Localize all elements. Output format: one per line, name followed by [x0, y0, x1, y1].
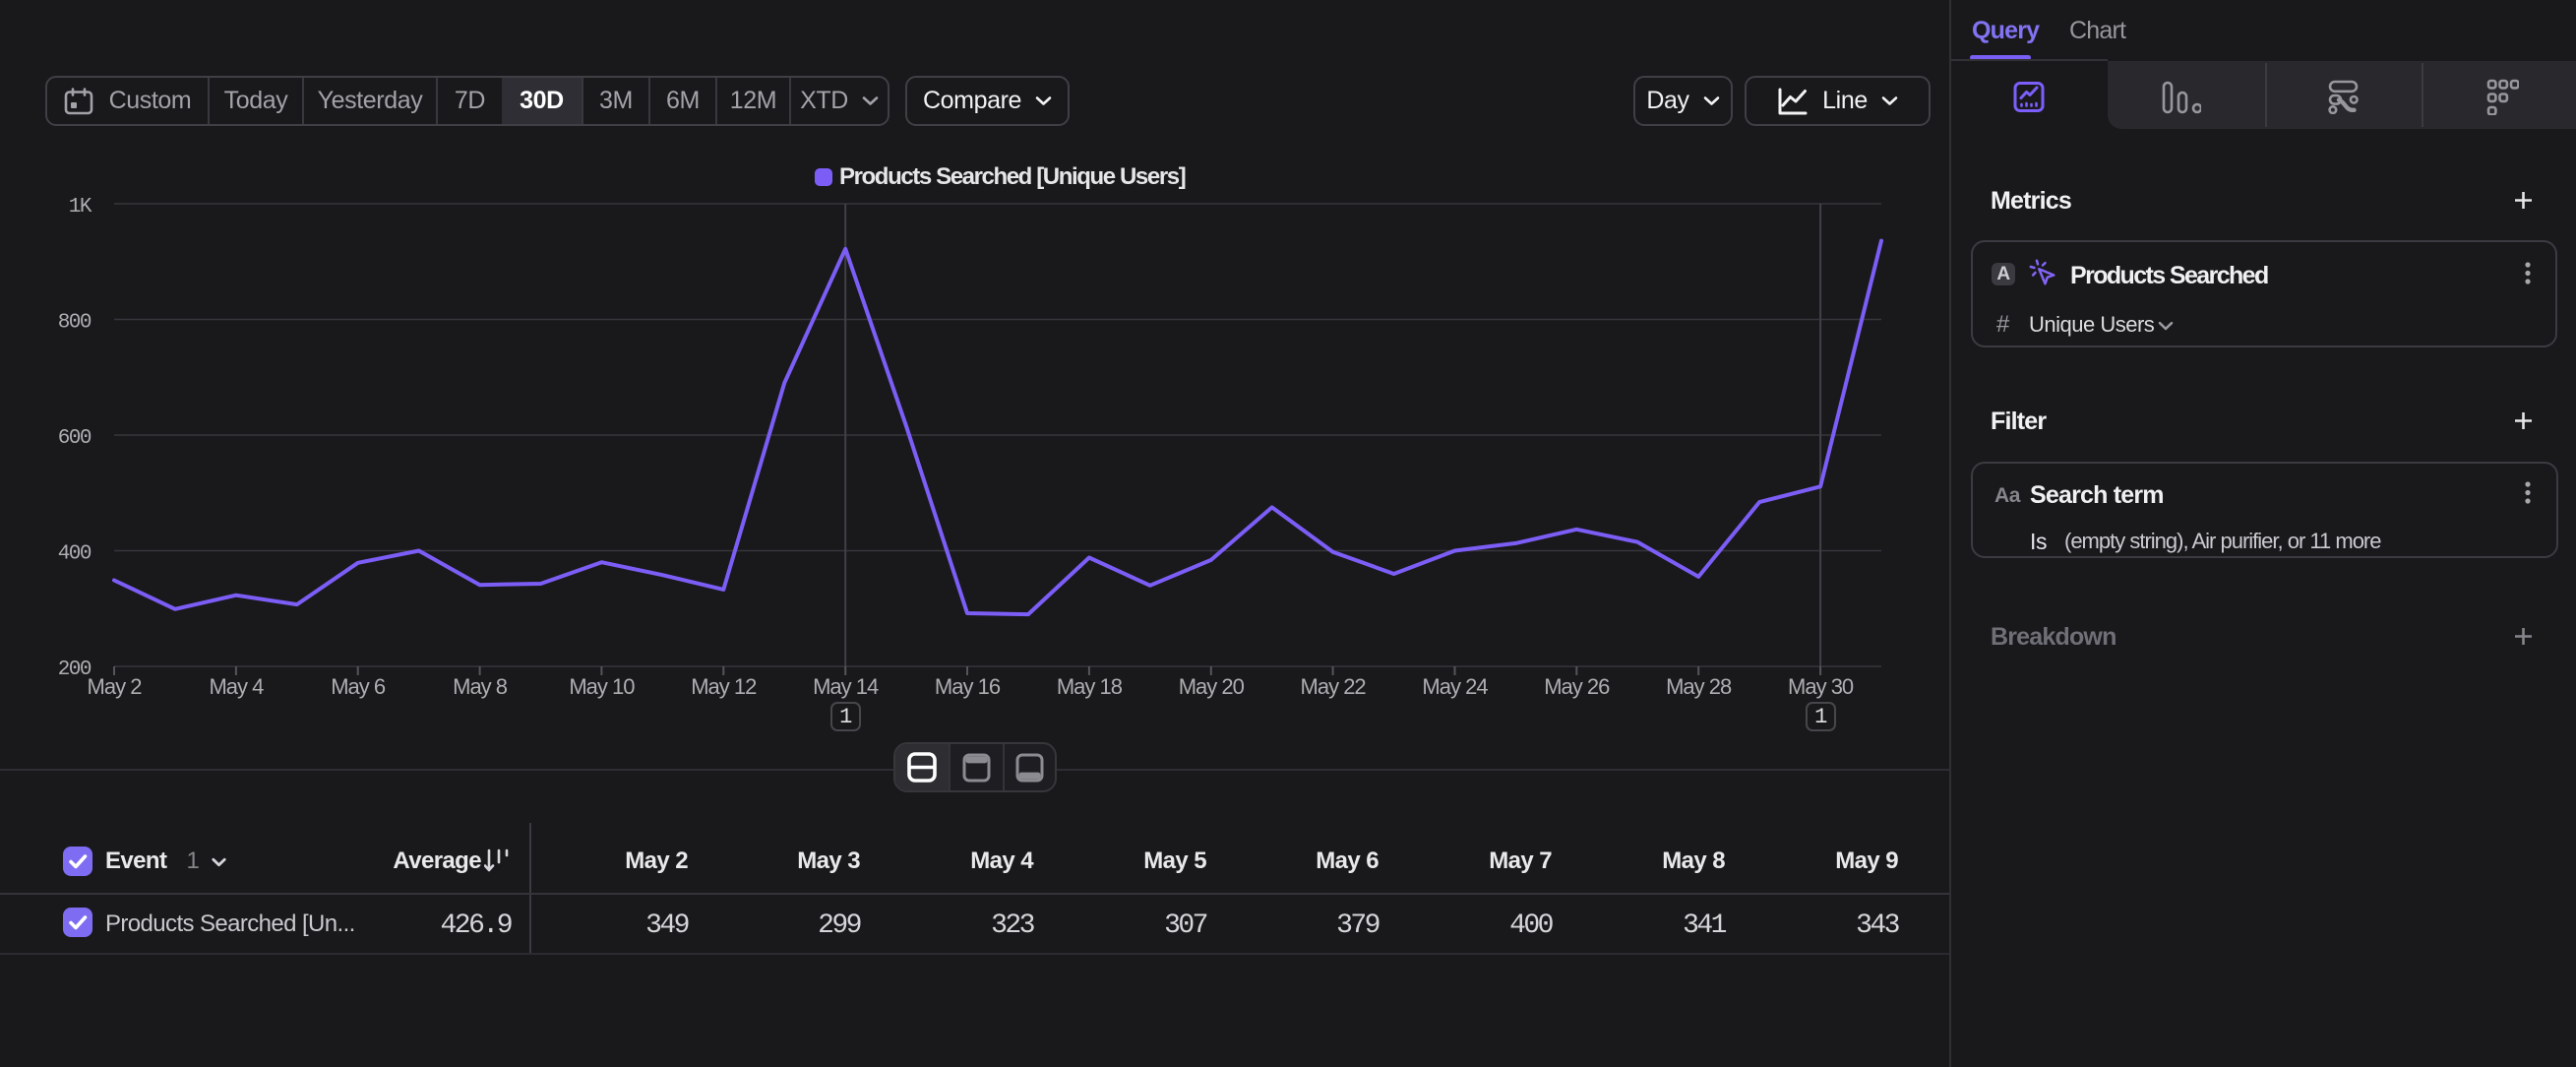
svg-text:May 2: May 2 — [88, 674, 143, 699]
svg-text:1K: 1K — [69, 196, 92, 219]
svg-text:May 30: May 30 — [1788, 674, 1854, 699]
svg-text:May 14: May 14 — [813, 674, 879, 699]
svg-text:May 10: May 10 — [569, 674, 635, 699]
svg-text:May 24: May 24 — [1422, 674, 1488, 699]
svg-text:May 22: May 22 — [1301, 674, 1367, 699]
svg-text:May 16: May 16 — [935, 674, 1001, 699]
svg-text:May 12: May 12 — [691, 674, 757, 699]
svg-text:200: 200 — [58, 659, 92, 681]
svg-text:May 28: May 28 — [1666, 674, 1732, 699]
svg-text:800: 800 — [58, 312, 92, 335]
svg-text:May 18: May 18 — [1057, 674, 1123, 699]
svg-text:May 20: May 20 — [1179, 674, 1245, 699]
svg-text:May 6: May 6 — [331, 674, 386, 699]
svg-text:May 26: May 26 — [1544, 674, 1610, 699]
svg-text:600: 600 — [58, 427, 92, 450]
svg-text:May 8: May 8 — [453, 674, 508, 699]
svg-text:May 4: May 4 — [209, 674, 264, 699]
svg-text:400: 400 — [58, 543, 92, 566]
